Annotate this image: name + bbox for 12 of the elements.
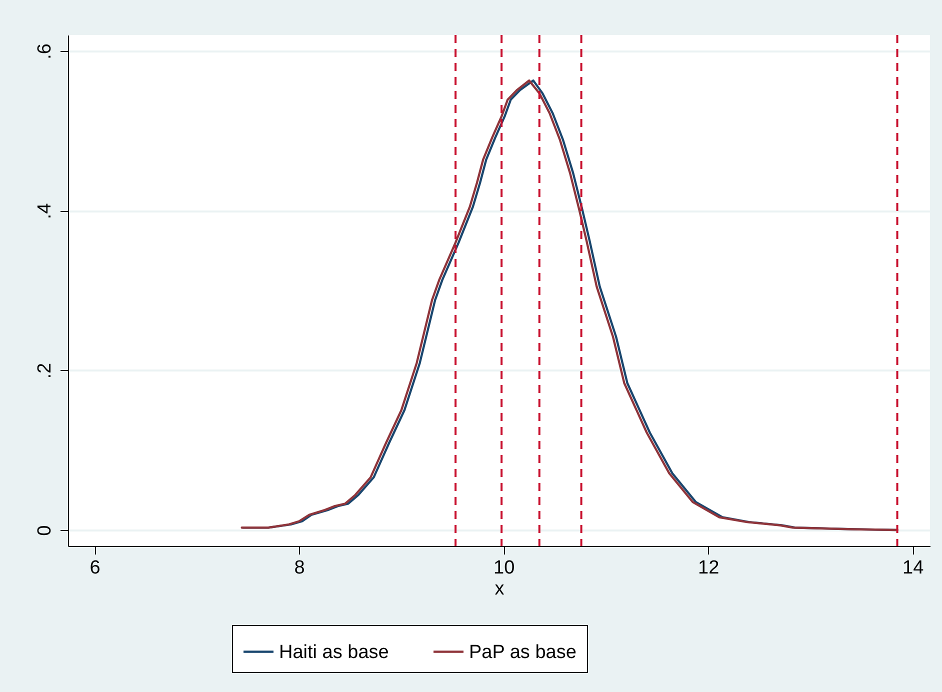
x-tick-label: 10	[494, 558, 515, 578]
x-tick-label: 8	[294, 558, 305, 578]
x-tick-label: 14	[902, 558, 924, 578]
y-tick-label: .6	[34, 44, 56, 60]
x-tick-label: 6	[90, 558, 100, 578]
x-tick-label: 12	[698, 558, 720, 578]
x-axis-title: x	[494, 578, 505, 600]
legend-label: PaP as base	[469, 642, 576, 663]
y-tick-label: .2	[34, 362, 56, 379]
y-tick-label: .4	[34, 202, 56, 220]
legend-label: Haiti as base	[279, 642, 389, 663]
y-tick-label: 0	[34, 525, 56, 536]
